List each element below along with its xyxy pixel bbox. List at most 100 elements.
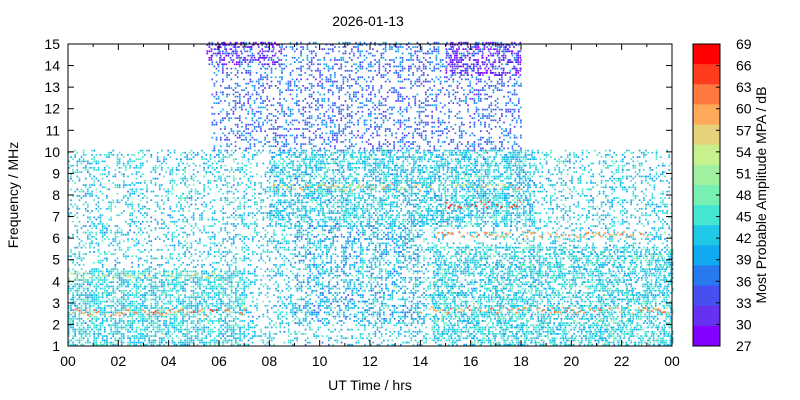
heatmap-cell bbox=[517, 63, 520, 66]
heatmap-cell bbox=[477, 78, 480, 81]
heatmap-cell bbox=[353, 205, 356, 208]
heatmap-cell bbox=[84, 242, 87, 245]
heatmap-cell bbox=[346, 80, 349, 83]
heatmap-cell bbox=[399, 106, 402, 109]
heatmap-cell bbox=[494, 74, 496, 76]
heatmap-cell bbox=[516, 175, 519, 178]
heatmap-cell bbox=[78, 283, 81, 286]
heatmap-cell bbox=[360, 190, 362, 193]
heatmap-cell bbox=[270, 123, 273, 126]
heatmap-cell bbox=[529, 205, 532, 208]
heatmap-cell bbox=[261, 48, 264, 51]
heatmap-cell bbox=[298, 121, 300, 124]
heatmap-cell bbox=[381, 162, 384, 165]
heatmap-cell bbox=[433, 147, 436, 150]
heatmap-cell bbox=[245, 132, 247, 135]
heatmap-cell bbox=[431, 93, 433, 96]
heatmap-cell bbox=[436, 214, 439, 217]
heatmap-cell bbox=[484, 203, 487, 206]
heatmap-cell bbox=[326, 190, 329, 193]
heatmap-cell bbox=[271, 164, 274, 167]
heatmap-cell bbox=[380, 123, 383, 126]
heatmap-cell bbox=[348, 145, 351, 148]
heatmap-cell bbox=[458, 82, 461, 85]
heatmap-cell bbox=[458, 117, 461, 120]
heatmap-cell bbox=[243, 130, 245, 133]
heatmap-cell bbox=[274, 145, 277, 148]
heatmap-cell bbox=[285, 54, 288, 57]
heatmap-cell bbox=[493, 182, 496, 184]
heatmap-cell bbox=[310, 56, 313, 59]
heatmap-cell bbox=[501, 89, 503, 92]
heatmap-cell bbox=[495, 212, 498, 214]
heatmap-cell bbox=[439, 65, 442, 68]
heatmap-cell bbox=[255, 72, 258, 74]
heatmap-cell bbox=[460, 132, 463, 135]
heatmap-cell bbox=[374, 95, 376, 98]
heatmap-cell bbox=[458, 134, 461, 137]
heatmap-cell bbox=[454, 95, 457, 98]
heatmap-cell bbox=[376, 125, 379, 128]
heatmap-cell bbox=[415, 203, 417, 206]
heatmap-cell bbox=[477, 143, 480, 145]
heatmap-cell bbox=[445, 72, 448, 74]
heatmap-cell bbox=[298, 128, 300, 130]
heatmap-cell bbox=[313, 164, 316, 167]
heatmap-cell bbox=[487, 166, 489, 169]
heatmap-cell bbox=[458, 41, 460, 44]
heatmap-cell bbox=[325, 125, 328, 128]
heatmap-cell bbox=[394, 164, 396, 167]
heatmap-cell bbox=[384, 80, 387, 83]
heatmap-cell bbox=[494, 52, 497, 55]
heatmap-cell bbox=[375, 214, 377, 217]
heatmap-cell bbox=[496, 44, 499, 46]
heatmap-cell bbox=[356, 212, 358, 214]
heatmap-cell bbox=[387, 216, 390, 219]
heatmap-cell bbox=[293, 84, 296, 87]
heatmap-cell bbox=[298, 173, 301, 176]
heatmap-cell bbox=[236, 82, 239, 85]
heatmap-cell bbox=[324, 151, 326, 154]
heatmap-cell bbox=[344, 52, 347, 55]
heatmap-cell bbox=[329, 130, 332, 133]
heatmap-cell bbox=[501, 50, 503, 53]
heatmap-cell bbox=[261, 56, 264, 59]
heatmap-cell bbox=[501, 54, 503, 57]
heatmap-cell bbox=[469, 145, 472, 148]
heatmap-cell bbox=[244, 46, 247, 48]
heatmap-cell bbox=[508, 160, 510, 163]
heatmap-cell bbox=[491, 149, 493, 152]
heatmap-cell bbox=[410, 59, 412, 61]
heatmap-cell bbox=[490, 104, 493, 107]
heatmap-cell bbox=[479, 80, 482, 83]
heatmap-cell bbox=[386, 78, 389, 81]
heatmap-cell bbox=[302, 134, 305, 137]
heatmap-cell bbox=[332, 225, 335, 227]
heatmap-cell bbox=[276, 143, 279, 145]
heatmap-cell bbox=[523, 205, 525, 208]
heatmap-cell bbox=[238, 63, 240, 66]
heatmap-cell bbox=[374, 117, 376, 120]
heatmap-cell bbox=[348, 56, 351, 59]
heatmap-cell bbox=[424, 65, 427, 68]
heatmap-cell bbox=[465, 145, 467, 148]
heatmap-cell bbox=[427, 175, 430, 178]
heatmap-cell bbox=[531, 214, 534, 217]
heatmap-cell bbox=[257, 80, 260, 83]
heatmap-cell bbox=[384, 110, 387, 113]
heatmap-cell bbox=[463, 123, 465, 126]
heatmap-cell bbox=[257, 44, 259, 46]
heatmap-cell bbox=[215, 136, 218, 139]
heatmap-cell bbox=[296, 89, 298, 92]
heatmap-cell bbox=[353, 162, 356, 165]
heatmap-cell bbox=[461, 218, 464, 221]
heatmap-cell bbox=[224, 138, 226, 141]
heatmap-cell bbox=[370, 113, 372, 115]
heatmap-cell bbox=[434, 156, 436, 158]
heatmap-cell bbox=[410, 220, 413, 223]
heatmap-cell bbox=[401, 110, 404, 113]
heatmap-cell bbox=[451, 50, 454, 53]
heatmap-cell bbox=[410, 82, 412, 85]
heatmap-cell bbox=[296, 95, 298, 98]
heatmap-cell bbox=[267, 41, 270, 44]
